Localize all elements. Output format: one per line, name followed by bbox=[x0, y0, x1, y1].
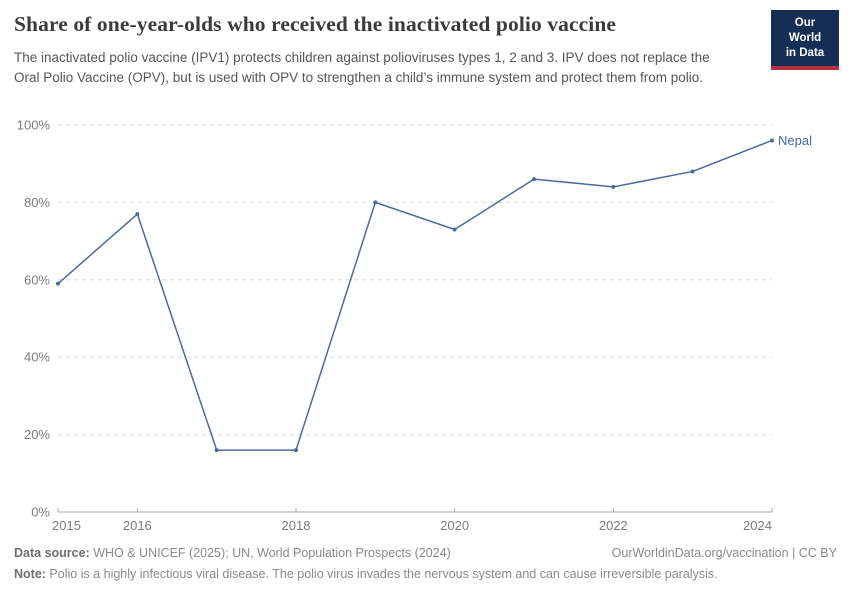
license-attribution: OurWorldinData.org/vaccination | CC BY bbox=[611, 546, 837, 560]
owid-logo: Our World in Data bbox=[771, 10, 839, 70]
chart-footer: Data source: WHO & UNICEF (2025); UN, Wo… bbox=[14, 546, 837, 581]
chart-note: Note: Polio is a highly infectious viral… bbox=[14, 567, 718, 581]
data-point bbox=[532, 177, 536, 182]
note-label: Note: bbox=[14, 567, 46, 581]
y-axis-tick-label: 60% bbox=[24, 272, 50, 287]
data-point bbox=[56, 281, 60, 286]
y-axis-tick-label: 40% bbox=[24, 350, 50, 365]
data-point bbox=[294, 448, 298, 453]
series-line-nepal bbox=[57, 139, 773, 451]
data-point bbox=[214, 448, 219, 453]
chart-subtitle: The inactivated polio vaccine (IPV1) pro… bbox=[14, 50, 710, 85]
x-axis-tick-label: 2018 bbox=[282, 518, 311, 533]
data-source-label: Data source: bbox=[14, 546, 90, 560]
owid-logo-line1: Our World bbox=[788, 17, 822, 44]
data-point bbox=[373, 200, 378, 205]
data-source-text: Data source: WHO & UNICEF (2025); UN, Wo… bbox=[14, 546, 451, 560]
x-axis-tick-label: 2015 bbox=[52, 518, 81, 533]
data-point bbox=[452, 227, 457, 232]
x-axis-tick-label: 2022 bbox=[599, 518, 628, 533]
owid-logo-line2: in Data bbox=[785, 46, 825, 59]
x-axis-tick-label: 2016 bbox=[123, 518, 152, 533]
x-axis-tick-label: 2020 bbox=[440, 518, 469, 533]
data-point bbox=[690, 169, 695, 174]
y-axis-tick-label: 100% bbox=[17, 118, 51, 133]
data-point bbox=[611, 184, 616, 189]
y-axis-tick-label: 20% bbox=[24, 427, 50, 442]
line-chart-canvas: 0% 20% 40% 60% 80% 100% 2015 2016 2018 2020 2022 20… bbox=[17, 118, 812, 534]
x-axis-tick-label: 2024 bbox=[743, 518, 772, 533]
y-axis-tick-label: 0% bbox=[31, 505, 50, 520]
data-point bbox=[770, 138, 774, 143]
series-label-nepal: Nepal bbox=[778, 133, 812, 148]
y-axis-tick-label: 80% bbox=[24, 195, 50, 210]
page-title: Share of one-year-olds who received the … bbox=[14, 12, 617, 36]
data-point bbox=[135, 212, 140, 217]
